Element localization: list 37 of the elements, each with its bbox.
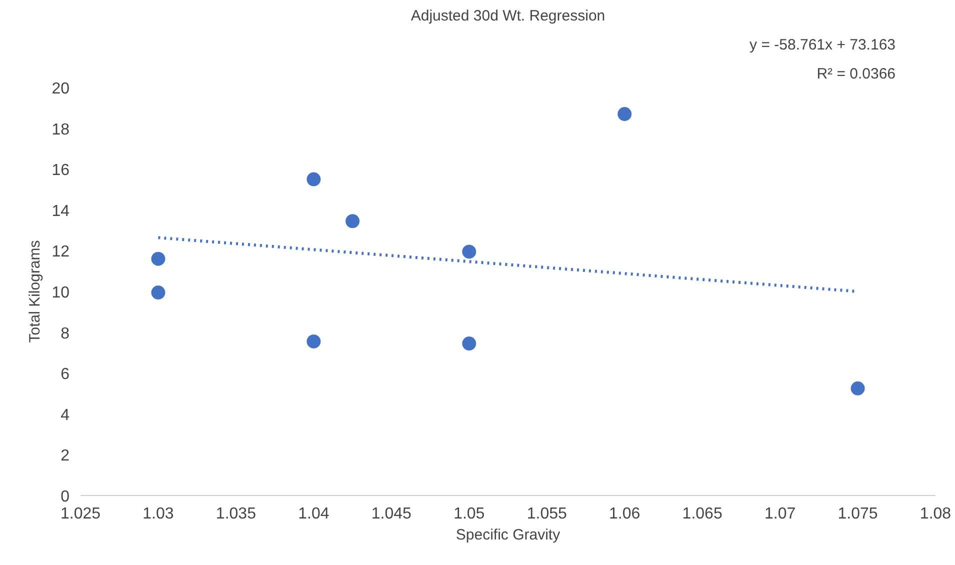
point <box>462 336 476 351</box>
y-tick-label: 10 <box>52 284 70 302</box>
x-tick-label: 1.03 <box>142 506 174 522</box>
text: R² = 0.0366 <box>816 66 896 82</box>
y-tick-label: 18 <box>52 121 70 138</box>
y-tick-label: 8 <box>60 325 70 342</box>
point <box>306 334 321 348</box>
point <box>850 381 865 396</box>
y-axis-title: Total Kilograms <box>26 240 44 343</box>
y-tick-label: 4 <box>60 406 70 424</box>
x-tick-label: 1.08 <box>920 506 952 522</box>
point <box>618 107 632 122</box>
y-tick-label: 2 <box>60 448 70 465</box>
y-tick-label: 12 <box>52 244 70 261</box>
point <box>462 244 476 259</box>
y-tick-label: 0 <box>60 488 70 506</box>
x-tick-label: 1.07 <box>764 506 796 522</box>
chart-title: Adjusted 30d Wt. Regression <box>410 8 606 24</box>
x-axis-title: Specific Gravity <box>456 526 561 544</box>
x-tick-label: 1.035 <box>216 506 256 522</box>
y-tick-label: 20 <box>52 80 70 98</box>
point <box>151 286 166 300</box>
x-tick-label: 1.06 <box>609 506 640 522</box>
point <box>151 252 166 266</box>
point <box>346 214 360 228</box>
x-tick-label: 1.075 <box>838 506 878 522</box>
y-tick-label: 16 <box>52 162 70 180</box>
text: y = -58.761x + 73.163 <box>750 36 896 54</box>
x-tick-label: 1.055 <box>526 506 567 522</box>
x-tick-label: 1.04 <box>298 506 330 522</box>
x-tick-label: 1.025 <box>60 506 101 522</box>
point <box>306 172 321 186</box>
y-tick-label: 14 <box>52 202 70 220</box>
x-tick-label: 1.045 <box>371 506 412 522</box>
x-tick-label: 1.065 <box>682 506 722 522</box>
y-tick-label: 6 <box>60 366 70 384</box>
x-tick-label: 1.05 <box>454 506 485 522</box>
